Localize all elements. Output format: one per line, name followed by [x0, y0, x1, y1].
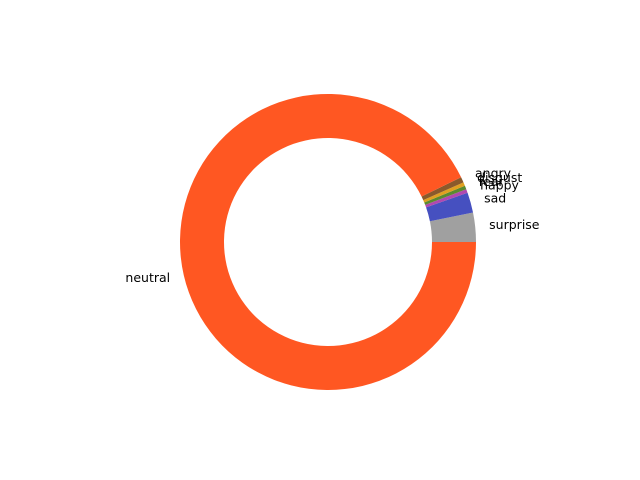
slice-label-sad: sad [484, 190, 506, 205]
slice-label-neutral: neutral [125, 270, 170, 285]
slice-label-happy: happy [480, 178, 519, 193]
slice-happy [425, 189, 468, 208]
slice-label-disgust: disgust [477, 170, 522, 185]
donut-slices [179, 94, 476, 391]
slice-sad [426, 192, 474, 222]
slice-fear [424, 185, 467, 205]
slice-angry [421, 177, 464, 201]
slice-label-fear: fear [479, 174, 505, 189]
slice-label-surprise: surprise [489, 217, 540, 232]
slice-label-angry: angry [475, 165, 512, 180]
slice-neutral [179, 94, 476, 391]
slice-disgust [423, 182, 465, 203]
slice-surprise [429, 212, 476, 242]
